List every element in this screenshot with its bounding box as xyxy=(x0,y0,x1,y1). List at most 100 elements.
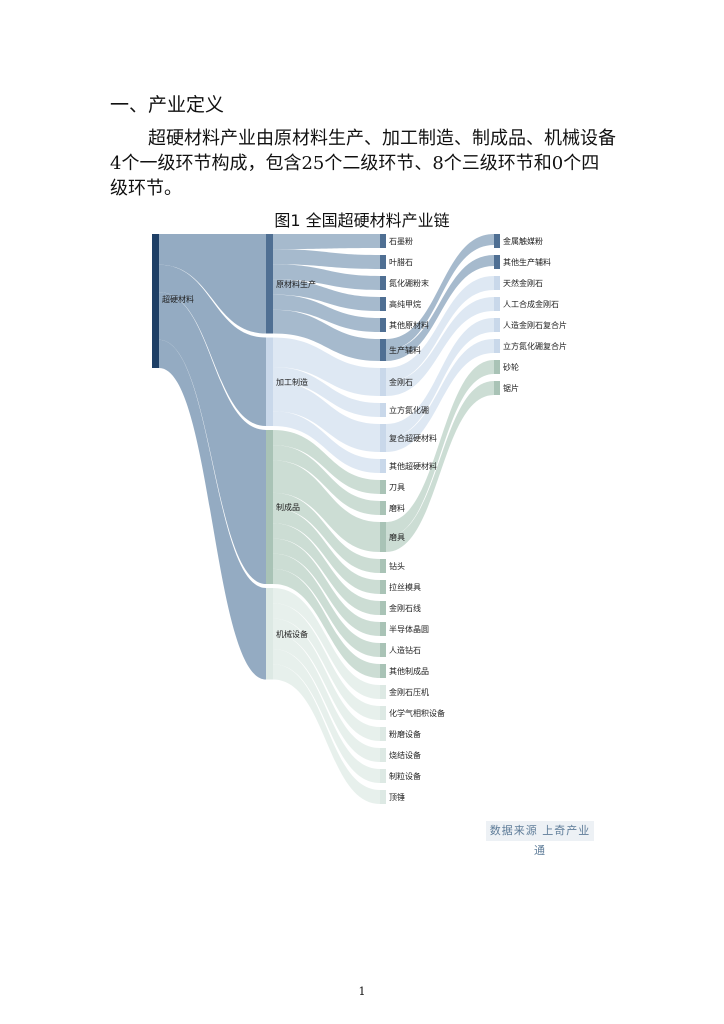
sankey-link xyxy=(273,603,380,720)
sankey-node-label: 天然金刚石 xyxy=(503,278,543,288)
sankey-node xyxy=(494,255,500,269)
sankey-node xyxy=(380,255,386,269)
sankey-link xyxy=(273,249,380,269)
sankey-link xyxy=(273,337,380,396)
sankey-node-label: 其他原材料 xyxy=(389,320,429,330)
sankey-node-label: 复合超硬材料 xyxy=(389,433,437,443)
sankey-node xyxy=(380,234,386,248)
sankey-node xyxy=(266,234,273,334)
sankey-node xyxy=(380,580,386,594)
sankey-link xyxy=(273,553,380,657)
sankey-node-label: 金刚石 xyxy=(389,377,413,387)
sankey-node xyxy=(380,339,386,361)
sankey-node-label: 立方氮化硼复合片 xyxy=(503,341,567,351)
sankey-node-label: 人造钻石 xyxy=(389,645,421,655)
sankey-link xyxy=(273,411,380,473)
sankey-node xyxy=(380,318,386,332)
sankey-node-label: 超硬材料 xyxy=(162,294,194,304)
sankey-link xyxy=(386,276,494,382)
sankey-node xyxy=(380,685,386,699)
sankey-node-label: 其他生产辅料 xyxy=(503,257,551,267)
sankey-link xyxy=(273,523,380,615)
sankey-node xyxy=(380,643,386,657)
sankey-node-label: 人工合成金刚石 xyxy=(503,299,559,309)
sankey-link xyxy=(273,279,380,311)
sankey-node xyxy=(380,790,386,804)
sankey-link xyxy=(159,234,266,334)
sankey-node-label: 生产辅料 xyxy=(389,345,421,355)
section-heading: 一、产业定义 xyxy=(110,94,225,116)
sankey-node xyxy=(494,234,500,248)
definition-text: 超硬材料产业由原材料生产、加工制造、制成品、机械设备4个一级环节构成，包含25个… xyxy=(110,128,616,199)
sankey-node-label: 石墨粉 xyxy=(389,236,413,246)
sankey-node-label: 叶腊石 xyxy=(389,258,413,267)
data-source-badge: 数据来源 上奇产业通 xyxy=(486,821,594,857)
sankey-node-label: 其他超硬材料 xyxy=(389,461,437,471)
sankey-node-label: 化学气相积设备 xyxy=(389,708,445,718)
sankey-link xyxy=(159,339,266,680)
sankey-node xyxy=(380,664,386,678)
sankey-link xyxy=(273,664,380,804)
sankey-node-label: 高纯甲烷 xyxy=(389,299,421,309)
sankey-link xyxy=(273,381,380,452)
sankey-node xyxy=(380,424,386,452)
sankey-links xyxy=(159,234,494,804)
sankey-node xyxy=(494,297,500,311)
sankey-link xyxy=(273,430,380,494)
sankey-link xyxy=(273,649,380,783)
sankey-node-label: 刀具 xyxy=(389,483,405,492)
sankey-link xyxy=(273,492,380,573)
figure-title: 图1 全国超硬材料产业链 xyxy=(274,211,450,230)
sankey-node xyxy=(380,403,386,417)
sankey-node-label: 砂轮 xyxy=(503,362,519,372)
sankey-node xyxy=(152,234,159,368)
sankey-link xyxy=(386,381,494,552)
sankey-link xyxy=(273,538,380,636)
sankey-node xyxy=(380,727,386,741)
sankey-link xyxy=(273,445,380,515)
sankey-node-label: 锯片 xyxy=(503,383,519,393)
sankey-node xyxy=(380,459,386,473)
sankey-node-label: 立方氮化硼 xyxy=(389,405,429,415)
sankey-link xyxy=(273,588,380,699)
sankey-node-label: 金刚石压机 xyxy=(389,687,429,697)
sankey-node-label: 钻头 xyxy=(389,561,405,571)
page-number: 1 xyxy=(358,985,366,998)
sankey-node-label: 机械设备 xyxy=(276,629,308,639)
sankey-link xyxy=(273,618,380,741)
sankey-link xyxy=(386,297,494,396)
sankey-node-label: 半导体晶圆 xyxy=(389,624,429,634)
sankey-node-label: 粉磨设备 xyxy=(389,729,421,739)
sankey-node xyxy=(494,339,500,353)
sankey-node xyxy=(380,480,386,494)
sankey-node xyxy=(380,276,386,290)
sankey-node xyxy=(380,501,386,515)
sankey-node xyxy=(266,588,273,680)
sankey-node-label: 磨具 xyxy=(389,532,405,542)
sankey-link xyxy=(386,360,494,537)
sankey-link xyxy=(159,264,266,426)
sankey-node xyxy=(266,337,273,426)
sankey-node xyxy=(380,522,386,552)
sankey-node-label: 加工制造 xyxy=(276,377,308,387)
sankey-node xyxy=(494,276,500,290)
sankey-node-label: 烧结设备 xyxy=(389,750,421,760)
sankey-node xyxy=(380,297,386,311)
sankey-node-label: 原材料生产 xyxy=(276,279,316,289)
sankey-node xyxy=(380,748,386,762)
sankey-node xyxy=(380,368,386,396)
sankey-link xyxy=(273,568,380,678)
sankey-node-label: 顶锤 xyxy=(389,792,405,802)
sankey-node-label: 氮化硼粉末 xyxy=(389,278,429,288)
sankey-node-label: 金刚石线 xyxy=(389,603,421,613)
sankey-node-label: 磨料 xyxy=(389,503,405,513)
sankey-node-label: 制粒设备 xyxy=(389,771,421,781)
sankey-link xyxy=(386,255,494,361)
sankey-link xyxy=(386,339,494,452)
sankey-link xyxy=(273,460,380,552)
sankey-link xyxy=(273,264,380,290)
sankey-node xyxy=(494,360,500,374)
sankey-node xyxy=(494,318,500,332)
sankey-nodes xyxy=(152,234,500,804)
sankey-node-label: 人造金刚石复合片 xyxy=(503,320,567,330)
